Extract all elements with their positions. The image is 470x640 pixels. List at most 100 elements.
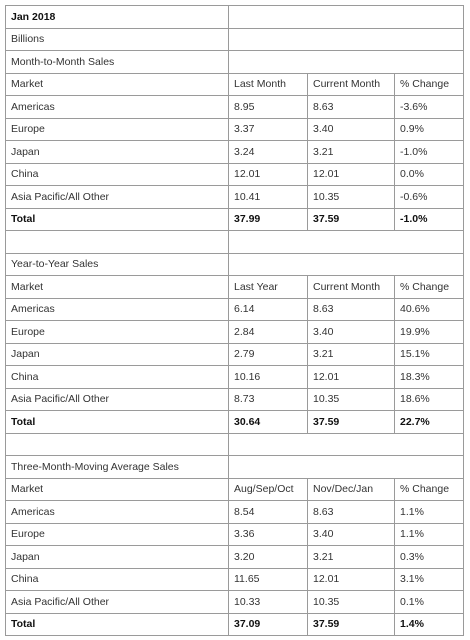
column-header: Nov/Dec/Jan [307, 477, 395, 501]
total-cell: 22.7% [394, 410, 464, 434]
data-row: China 12.01 12.01 0.0% [5, 162, 464, 186]
empty-cell [5, 230, 229, 254]
empty-cell [228, 5, 464, 29]
value-cell: 3.21 [307, 140, 395, 164]
value-cell: 18.3% [394, 365, 464, 389]
market-cell: Americas [5, 297, 229, 321]
unit-row-cell: Billions [5, 27, 229, 51]
data-row: Europe 2.84 3.40 19.9% [5, 320, 464, 344]
empty-cell [228, 50, 464, 74]
value-cell: 0.0% [394, 162, 464, 186]
total-cell: 37.59 [307, 612, 395, 636]
total-row: Total 30.64 37.59 22.7% [5, 410, 464, 434]
value-cell: 3.24 [228, 140, 308, 164]
data-row: Americas 8.54 8.63 1.1% [5, 500, 464, 524]
sales-table: Jan 2018 Billions Month-to-Month Sales Mark… [5, 5, 464, 636]
value-cell: 3.36 [228, 522, 308, 546]
value-cell: -0.6% [394, 185, 464, 209]
data-row: Japan 2.79 3.21 15.1% [5, 342, 464, 366]
value-cell: 3.40 [307, 320, 395, 344]
market-cell: Americas [5, 95, 229, 119]
total-cell: Total [5, 612, 229, 636]
market-cell: Asia Pacific/All Other [5, 590, 229, 614]
value-cell: 2.79 [228, 342, 308, 366]
empty-cell [228, 252, 464, 276]
column-header: % Change [394, 72, 464, 96]
value-cell: 10.35 [307, 387, 395, 411]
market-cell: Europe [5, 522, 229, 546]
value-cell: 0.3% [394, 545, 464, 569]
column-header: % Change [394, 477, 464, 501]
value-cell: 10.35 [307, 185, 395, 209]
column-header: % Change [394, 275, 464, 299]
value-cell: 0.9% [394, 117, 464, 141]
value-cell: 8.95 [228, 95, 308, 119]
value-cell: 2.84 [228, 320, 308, 344]
column-header-row: Market Last Month Current Month% Change [5, 72, 464, 96]
column-header: Current Month [307, 72, 395, 96]
total-cell: 37.09 [228, 612, 308, 636]
value-cell: 40.6% [394, 297, 464, 321]
data-row: China 11.65 12.01 3.1% [5, 567, 464, 591]
value-cell: 3.40 [307, 522, 395, 546]
value-cell: 12.01 [228, 162, 308, 186]
empty-cell [228, 455, 464, 479]
value-cell: 10.35 [307, 590, 395, 614]
total-cell: Total [5, 207, 229, 231]
column-header: Last Month [228, 72, 308, 96]
title-row: Jan 2018 [5, 5, 464, 29]
value-cell: 8.54 [228, 500, 308, 524]
market-cell: Asia Pacific/All Other [5, 387, 229, 411]
value-cell: 3.1% [394, 567, 464, 591]
market-cell: Europe [5, 320, 229, 344]
value-cell: 8.63 [307, 297, 395, 321]
data-row: Japan 3.24 3.21 -1.0% [5, 140, 464, 164]
value-cell: 3.21 [307, 545, 395, 569]
total-cell: -1.0% [394, 207, 464, 231]
value-cell: 12.01 [307, 162, 395, 186]
data-row: Asia Pacific/All Other 10.33 10.35 0.1% [5, 590, 464, 614]
section-title-row: Year-to-Year Sales [5, 252, 464, 276]
column-header-row: Market Aug/Sep/Oct Nov/Dec/Jan% Change [5, 477, 464, 501]
total-cell: 1.4% [394, 612, 464, 636]
unit-row: Billions [5, 27, 464, 51]
total-row: Total 37.99 37.59 -1.0% [5, 207, 464, 231]
column-header: Market [5, 275, 229, 299]
data-row: Europe 3.37 3.40 0.9% [5, 117, 464, 141]
market-cell: Asia Pacific/All Other [5, 185, 229, 209]
market-cell: Europe [5, 117, 229, 141]
market-cell: Japan [5, 140, 229, 164]
value-cell: 6.14 [228, 297, 308, 321]
column-header-row: Market Last Year Current Month% Change [5, 275, 464, 299]
column-header: Last Year [228, 275, 308, 299]
data-row: China 10.16 12.01 18.3% [5, 365, 464, 389]
data-row: Europe 3.36 3.40 1.1% [5, 522, 464, 546]
empty-cell [228, 27, 464, 51]
column-header: Market [5, 72, 229, 96]
value-cell: 19.9% [394, 320, 464, 344]
data-row: Americas 8.95 8.63 -3.6% [5, 95, 464, 119]
blank-row [5, 432, 464, 456]
empty-cell [228, 432, 464, 456]
value-cell: 18.6% [394, 387, 464, 411]
section-title-row: Month-to-Month Sales [5, 50, 464, 74]
market-cell: China [5, 162, 229, 186]
value-cell: 12.01 [307, 365, 395, 389]
value-cell: 8.63 [307, 500, 395, 524]
market-cell: China [5, 365, 229, 389]
value-cell: -1.0% [394, 140, 464, 164]
value-cell: 3.20 [228, 545, 308, 569]
value-cell: 1.1% [394, 500, 464, 524]
column-header: Current Month [307, 275, 395, 299]
total-row: Total 37.09 37.59 1.4% [5, 612, 464, 636]
value-cell: 0.1% [394, 590, 464, 614]
value-cell: 10.33 [228, 590, 308, 614]
column-header: Aug/Sep/Oct [228, 477, 308, 501]
market-cell: Americas [5, 500, 229, 524]
data-row: Asia Pacific/All Other 10.41 10.35 -0.6% [5, 185, 464, 209]
column-header: Market [5, 477, 229, 501]
empty-cell [228, 230, 464, 254]
section-title-row-cell: Three-Month-Moving Average Sales [5, 455, 229, 479]
